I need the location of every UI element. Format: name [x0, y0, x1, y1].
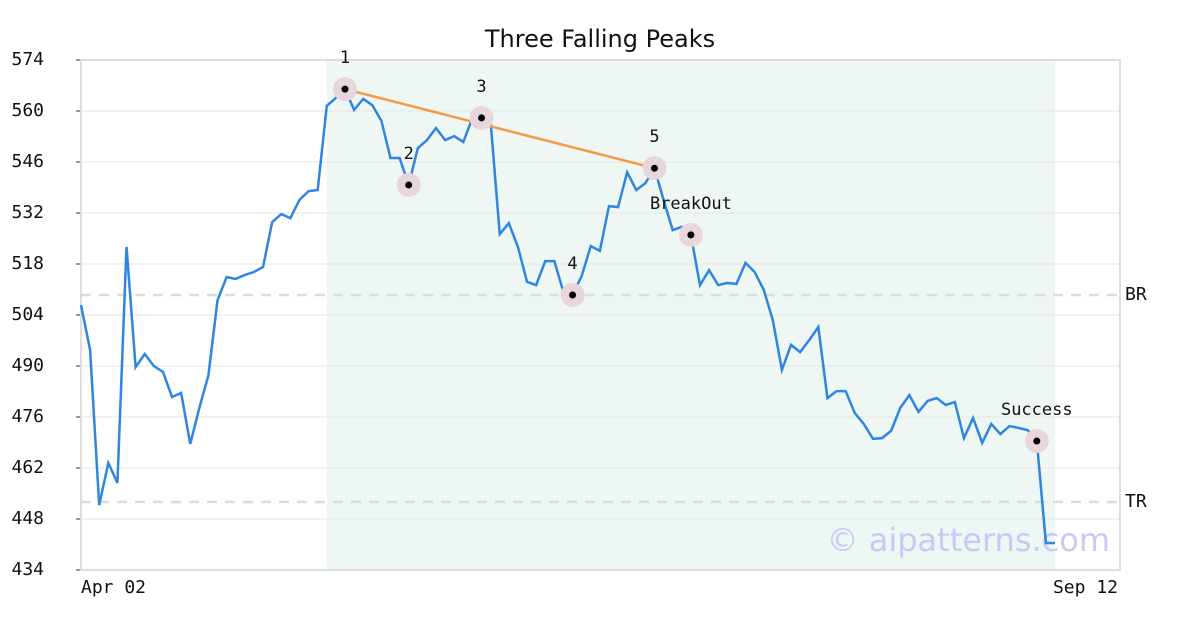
y-tick-label: 462 [11, 457, 44, 478]
y-tick-label: 560 [11, 100, 44, 121]
x-tick-label: Sep 12 [1053, 577, 1118, 598]
y-tick-label: 448 [11, 508, 44, 529]
pivot-dot [569, 291, 577, 299]
pivot-label: 4 [567, 254, 577, 274]
pivot-label: 3 [476, 77, 486, 97]
y-tick-label: 434 [11, 559, 44, 580]
x-tick-label: Apr 02 [81, 577, 146, 598]
plot-frame [80, 59, 1121, 571]
level-label: TR [1125, 491, 1147, 512]
pivot-dot [1033, 437, 1041, 445]
pivot-label: 2 [404, 144, 414, 164]
pivot-dot [405, 181, 413, 189]
pivot-label: 1 [340, 48, 350, 68]
pivot-dot [687, 231, 695, 239]
level-label: BR [1125, 284, 1147, 305]
pivot-label: Success [1001, 400, 1073, 420]
y-tick-label: 518 [11, 253, 44, 274]
y-tick-label: 532 [11, 202, 44, 223]
y-tick-label: 546 [11, 151, 44, 172]
pivot-label: BreakOut [650, 194, 732, 214]
y-tick-label: 504 [11, 304, 44, 325]
y-tick-label: 476 [11, 406, 44, 427]
y-tick-label: 574 [11, 49, 44, 70]
pivot-label: 5 [649, 127, 659, 147]
watermark: © aipatterns.com [827, 521, 1110, 559]
trendline [344, 87, 655, 170]
y-tick-label: 490 [11, 355, 44, 376]
pivot-dot [341, 85, 349, 93]
pivot-dot [478, 114, 486, 122]
chart-title: Three Falling Peaks [484, 25, 715, 53]
pivot-dot [650, 164, 658, 172]
